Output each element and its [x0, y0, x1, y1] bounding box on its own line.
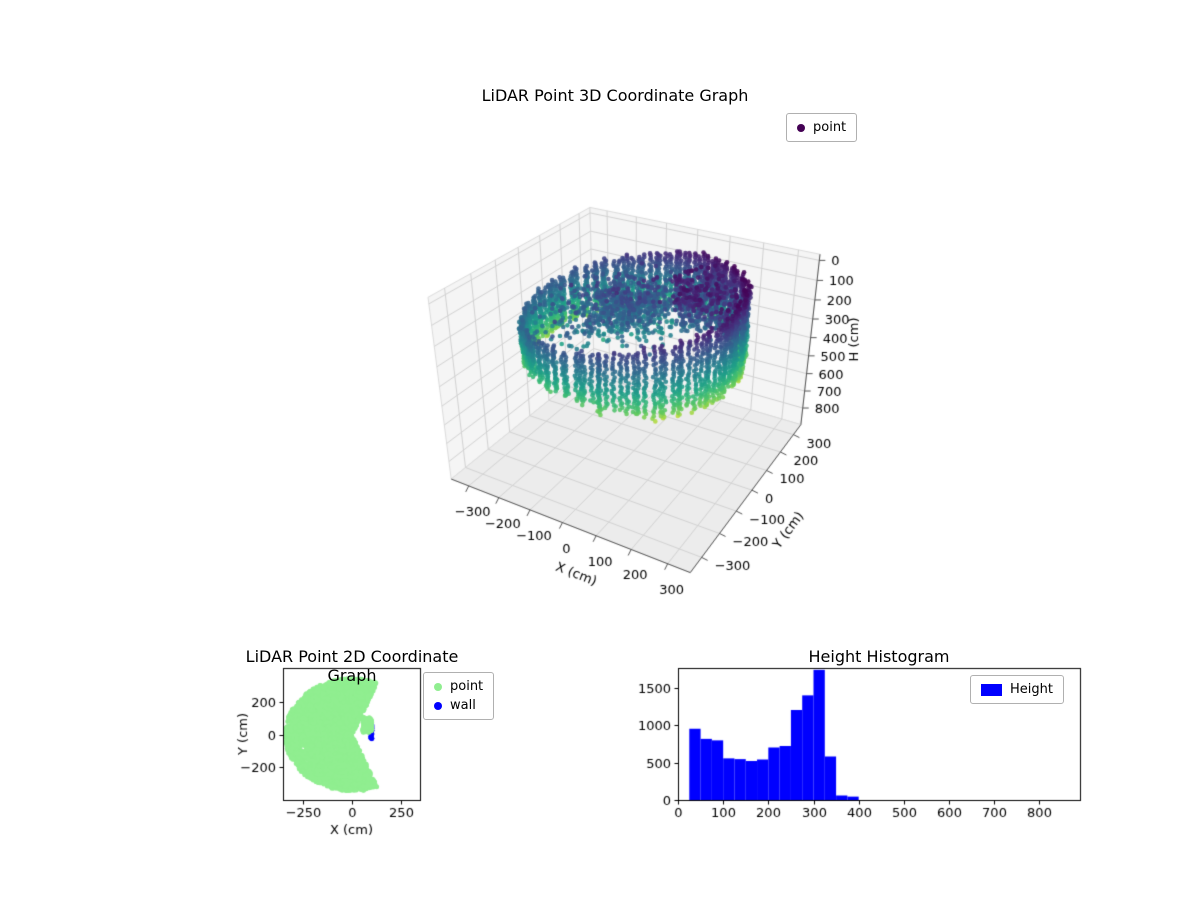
histogram-title: Height Histogram	[808, 647, 950, 666]
plot2d-title: LiDAR Point 2D Coordinate Graph	[245, 647, 459, 685]
histogram-legend: Height	[970, 675, 1064, 704]
point-marker-icon	[434, 682, 442, 691]
legend-label-point: point	[450, 679, 484, 694]
height-marker-icon	[981, 683, 1002, 696]
plot3d-title: LiDAR Point 3D Coordinate Graph	[481, 86, 749, 105]
plot3d-legend: point	[786, 113, 858, 142]
legend-entry-point: point	[434, 677, 483, 696]
wall-marker-icon	[434, 701, 442, 710]
legend-label-wall: wall	[450, 698, 476, 713]
legend-label-point: point	[813, 120, 847, 135]
plot2d-legend: point wall	[423, 672, 495, 720]
legend-entry-wall: wall	[434, 696, 483, 715]
legend-entry-point: point	[797, 118, 846, 137]
legend-label-height: Height	[1010, 682, 1053, 697]
legend-entry-height: Height	[981, 680, 1053, 699]
point-marker-icon	[797, 123, 805, 132]
